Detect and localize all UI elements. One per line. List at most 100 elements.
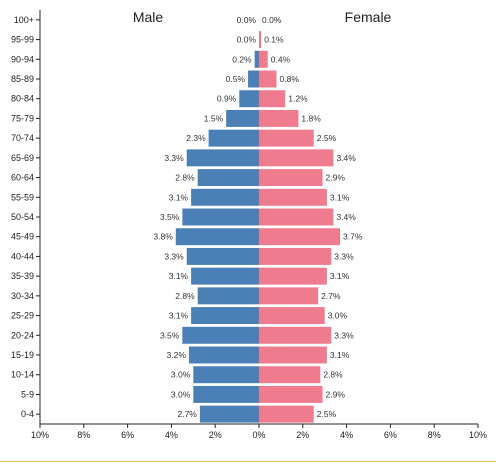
male-bar-35-39 xyxy=(191,267,259,285)
female-bar-30-34 xyxy=(259,287,319,305)
male-bar-90-94 xyxy=(254,50,259,68)
male-bar-75-79 xyxy=(226,109,259,127)
male-bar-50-54 xyxy=(182,208,259,226)
female-value-label-15-19: 3.1% xyxy=(330,350,350,360)
y-tick-label-65-69: 65-69 xyxy=(11,153,34,163)
female-value-label-20-24: 3.3% xyxy=(334,330,354,340)
male-bar-65-69 xyxy=(186,149,259,167)
male-value-label-35-39: 3.1% xyxy=(169,271,189,281)
female-value-label-50-54: 3.4% xyxy=(336,212,356,222)
y-tick-label-15-19: 15-19 xyxy=(11,350,34,360)
female-bar-10-14 xyxy=(259,366,321,384)
female-value-label-30-34: 2.7% xyxy=(321,291,341,301)
male-value-label-95-99: 0.0% xyxy=(237,35,257,45)
y-tick-label-80-84: 80-84 xyxy=(11,94,34,104)
female-value-label-35-39: 3.1% xyxy=(330,271,350,281)
female-bar-25-29 xyxy=(259,307,325,325)
male-value-label-70-74: 2.3% xyxy=(186,133,206,143)
female-bar-60-64 xyxy=(259,169,323,187)
female-bar-35-39 xyxy=(259,267,327,285)
male-value-label-50-54: 3.5% xyxy=(160,212,180,222)
female-bar-15-19 xyxy=(259,346,327,364)
male-bar-85-89 xyxy=(248,70,259,88)
y-tick-label-5-9: 5-9 xyxy=(21,389,34,399)
female-bar-95-99 xyxy=(259,31,262,49)
male-bar-5-9 xyxy=(193,385,259,403)
female-bar-85-89 xyxy=(259,70,277,88)
male-value-label-10-14: 3.0% xyxy=(171,370,191,380)
y-tick-label-95-99: 95-99 xyxy=(11,35,34,45)
y-tick-label-40-44: 40-44 xyxy=(11,251,34,261)
female-value-label-0-4: 2.5% xyxy=(317,409,337,419)
male-label: Male xyxy=(133,9,164,25)
y-tick-label-0-4: 0-4 xyxy=(21,409,34,419)
x-tick-label-6: 2% xyxy=(296,430,309,440)
male-value-label-65-69: 3.3% xyxy=(164,153,184,163)
female-value-label-75-79: 1.8% xyxy=(301,113,321,123)
male-bar-40-44 xyxy=(186,247,259,265)
female-bar-50-54 xyxy=(259,208,334,226)
male-bar-80-84 xyxy=(239,90,259,108)
female-bar-40-44 xyxy=(259,247,332,265)
x-tick-label-8: 6% xyxy=(384,430,397,440)
female-value-label-80-84: 1.2% xyxy=(288,94,308,104)
female-bar-75-79 xyxy=(259,109,299,127)
male-value-label-0-4: 2.7% xyxy=(177,409,197,419)
female-value-label-95-99: 0.1% xyxy=(264,35,284,45)
female-value-label-45-49: 3.7% xyxy=(343,232,363,242)
y-tick-label-55-59: 55-59 xyxy=(11,192,34,202)
male-value-label-5-9: 3.0% xyxy=(171,389,191,399)
female-bar-20-24 xyxy=(259,326,332,344)
female-value-label-5-9: 2.9% xyxy=(326,389,346,399)
female-bar-0-4 xyxy=(259,405,314,423)
y-tick-label-50-54: 50-54 xyxy=(11,212,34,222)
male-value-label-15-19: 3.2% xyxy=(167,350,187,360)
data-labels-group: 2.7% 2.5% 3.0% 2.9% 3.0% 2.8% 3.2% 3.1% 3.5% 3.3%… xyxy=(153,15,362,419)
male-bar-10-14 xyxy=(193,366,259,384)
male-bar-70-74 xyxy=(208,129,259,147)
female-bar-45-49 xyxy=(259,228,341,246)
male-value-label-45-49: 3.8% xyxy=(153,232,173,242)
female-bar-65-69 xyxy=(259,149,334,167)
male-bar-55-59 xyxy=(191,188,259,206)
female-value-label-65-69: 3.4% xyxy=(336,153,356,163)
female-value-label-60-64: 2.9% xyxy=(326,173,346,183)
male-value-label-25-29: 3.1% xyxy=(169,311,189,321)
male-value-label-30-34: 2.8% xyxy=(175,291,195,301)
x-tick-label-10: 10% xyxy=(469,430,487,440)
x-tick-label-5: 0% xyxy=(252,430,265,440)
male-bar-45-49 xyxy=(175,228,259,246)
male-value-label-80-84: 0.9% xyxy=(217,94,237,104)
y-tick-label-10-14: 10-14 xyxy=(11,370,34,380)
x-tick-label-4: 2% xyxy=(209,430,222,440)
male-bar-15-19 xyxy=(188,346,259,364)
x-tick-label-2: 6% xyxy=(121,430,134,440)
female-value-label-55-59: 3.1% xyxy=(330,192,350,202)
y-tick-label-25-29: 25-29 xyxy=(11,311,34,321)
y-tick-label-45-49: 45-49 xyxy=(11,232,34,242)
bars-group xyxy=(175,31,341,423)
x-axis: 10% 8% 6% 4% 2% 0% 2% 4% 6% 8% 10% xyxy=(31,423,487,440)
y-tick-label-90-94: 90-94 xyxy=(11,54,34,64)
y-tick-label-20-24: 20-24 xyxy=(11,330,34,340)
male-bar-20-24 xyxy=(182,326,259,344)
female-bar-70-74 xyxy=(259,129,314,147)
male-value-label-40-44: 3.3% xyxy=(164,251,184,261)
female-value-label-10-14: 2.8% xyxy=(323,370,343,380)
male-value-label-20-24: 3.5% xyxy=(160,330,180,340)
y-tick-label-85-89: 85-89 xyxy=(11,74,34,84)
female-bar-55-59 xyxy=(259,188,327,206)
y-tick-label-70-74: 70-74 xyxy=(11,133,34,143)
y-axis: 0-4 5-9 10-14 15-19 20-24 25-29 30-34 35-39 40-4… xyxy=(11,10,41,424)
male-value-label-60-64: 2.8% xyxy=(175,173,195,183)
male-value-label-90-94: 0.2% xyxy=(232,54,252,64)
female-value-label-70-74: 2.5% xyxy=(317,133,337,143)
male-value-label-85-89: 0.5% xyxy=(226,74,246,84)
y-tick-label-75-79: 75-79 xyxy=(11,113,34,123)
x-tick-label-0: 10% xyxy=(31,430,49,440)
male-bar-30-34 xyxy=(197,287,259,305)
x-tick-label-1: 8% xyxy=(77,430,90,440)
female-value-label-85-89: 0.8% xyxy=(280,74,300,84)
male-value-label-75-79: 1.5% xyxy=(204,113,224,123)
female-label: Female xyxy=(345,9,392,25)
